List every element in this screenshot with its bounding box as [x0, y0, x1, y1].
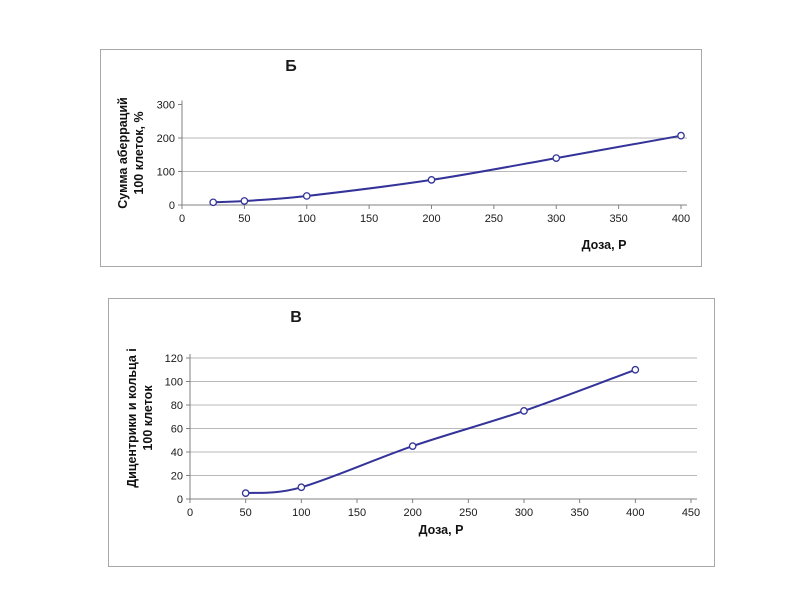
y-tick-label: 100 [165, 377, 183, 389]
y-tick-label: 60 [171, 424, 183, 436]
x-tick-label: 400 [672, 213, 690, 225]
x-tick-label: 0 [187, 507, 193, 519]
x-tick-label: 0 [179, 213, 185, 225]
x-tick-label: 50 [238, 213, 250, 225]
data-point [552, 154, 561, 162]
data-point [302, 192, 311, 200]
data-point [297, 483, 306, 492]
y-tick-label: 300 [157, 100, 175, 112]
y-tick-label: 20 [171, 471, 183, 483]
x-tick-label: 250 [459, 507, 477, 519]
x-tick-label: 100 [292, 507, 310, 519]
data-point [240, 197, 249, 205]
x-tick-label: 200 [422, 213, 440, 225]
x-axis-label-v: Доза, Р [418, 523, 464, 537]
y-tick-label: 80 [171, 400, 183, 412]
x-tick-label: 100 [298, 213, 316, 225]
y-tick-label: 40 [171, 447, 183, 459]
x-tick-label: 250 [485, 213, 503, 225]
x-tick-label: 450 [682, 507, 700, 519]
data-point [427, 176, 436, 184]
x-tick-label: 200 [403, 507, 421, 519]
x-tick-label: 150 [348, 507, 366, 519]
data-point [677, 131, 685, 140]
plot-area-v: 0 20 40 60 80 100 120 0 50 100 150 200 250 300 350 400 4… [165, 353, 701, 519]
data-point [241, 489, 250, 497]
x-tick-label: 350 [609, 213, 627, 225]
y-tick-label: 120 [165, 353, 183, 365]
data-point [520, 407, 528, 415]
x-tick-label: 400 [626, 507, 644, 519]
chart-panel-v: В Дицентрики и кольца і 100 клеток 0 20 40… [108, 298, 715, 567]
chart-panel-b: Б Сумма аберраций 100 клеток, % 0 100 200 3… [100, 49, 702, 267]
y-tick-label: 100 [157, 167, 175, 179]
x-tick-label: 50 [240, 507, 252, 519]
x-tick-label: 300 [547, 213, 565, 225]
data-line [245, 368, 636, 495]
x-tick-label: 300 [515, 507, 533, 519]
y-tick-label: 200 [157, 133, 175, 145]
x-tick-label: 350 [570, 507, 588, 519]
data-line [213, 134, 682, 204]
x-tick-label: 150 [360, 213, 378, 225]
chart-title-b: Б [285, 58, 297, 75]
y-tick-label: 0 [177, 494, 183, 506]
plot-area-b: 0 100 200 300 0 50 100 150 200 250 300 350 400 [157, 100, 691, 226]
data-point [209, 198, 218, 207]
data-point [408, 442, 417, 450]
data-point [631, 365, 640, 374]
chart-title-v: В [290, 309, 302, 326]
x-axis-label-b: Доза, Р [581, 238, 627, 252]
y-tick-label: 0 [169, 200, 175, 212]
